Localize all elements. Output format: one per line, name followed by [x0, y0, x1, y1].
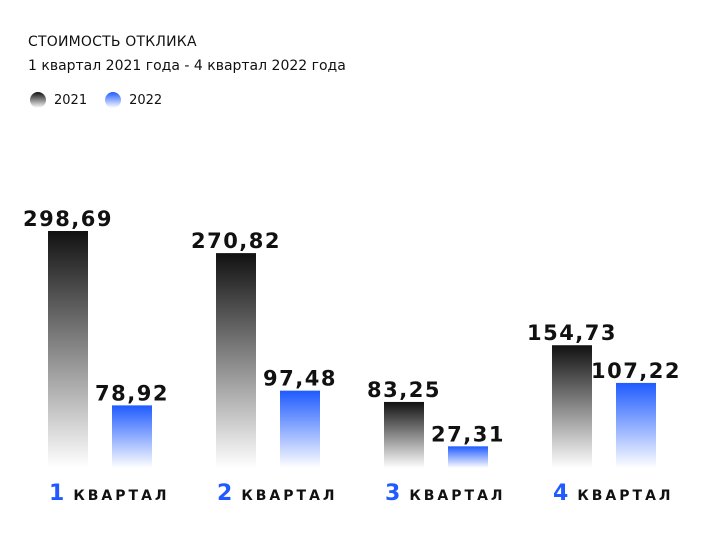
- value-label-2022-q4: 107,22: [591, 359, 681, 383]
- bar-2021-q2: [216, 253, 256, 468]
- bar-2022-q1: [112, 405, 152, 468]
- chart-subtitle: 1 квартал 2021 года - 4 квартал 2022 год…: [28, 58, 346, 74]
- bar-2021-q4: [552, 345, 592, 468]
- legend-item-2022: 2022: [105, 92, 162, 108]
- category-label-q1: 1 КВАРТАЛ: [49, 481, 170, 506]
- value-label-2021-q4: 154,73: [527, 321, 617, 345]
- value-label-2021-q2: 270,82: [191, 229, 281, 253]
- legend-swatch-2022: [105, 92, 122, 108]
- value-label-2022-q3: 27,31: [431, 422, 505, 446]
- legend: 2021 2022: [30, 92, 180, 108]
- bar-2022-q3: [448, 446, 488, 468]
- legend-swatch-2021: [30, 92, 46, 108]
- bar-2021-q3: [384, 401, 424, 468]
- bars-group: 298,69 78,92 1 КВАРТАЛ 270,82 97,48 2 КВАРТАЛ 83…: [23, 207, 681, 506]
- bar-2022-q4: [616, 382, 656, 468]
- legend-label-2022: 2022: [129, 92, 163, 108]
- value-label-2022-q2: 97,48: [263, 367, 337, 391]
- legend-label-2021: 2021: [54, 92, 88, 108]
- bar-2022-q2: [280, 390, 320, 468]
- chart-title: СТОИМОСТЬ ОТКЛИКА: [28, 34, 197, 50]
- category-label-q3: 3 КВАРТАЛ: [385, 481, 506, 506]
- bar-2021-q1: [48, 231, 88, 468]
- value-label-2021-q1: 298,69: [23, 207, 113, 231]
- value-label-2021-q3: 83,25: [367, 378, 441, 402]
- category-label-q4: 4 КВАРТАЛ: [553, 481, 674, 506]
- value-label-2022-q1: 78,92: [95, 381, 169, 405]
- legend-item-2021: 2021: [30, 92, 87, 108]
- category-label-q2: 2 КВАРТАЛ: [217, 481, 338, 506]
